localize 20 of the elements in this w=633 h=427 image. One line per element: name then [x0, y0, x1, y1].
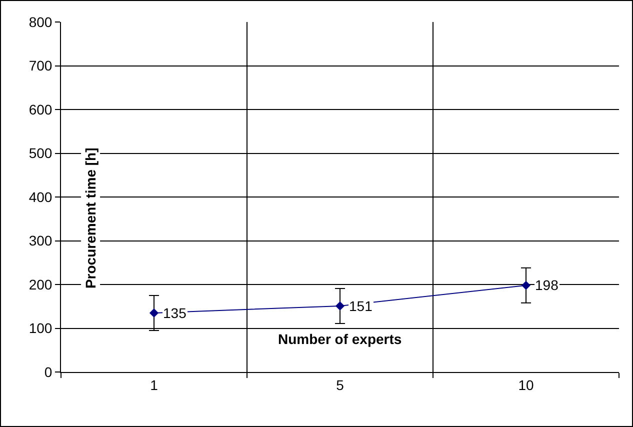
x-tick-label: 5 [336, 376, 344, 393]
y-tick-label: 300 [28, 232, 52, 249]
y-tick-label: 0 [44, 364, 52, 380]
y-tick-label: 700 [28, 58, 52, 74]
data-label: 151 [349, 298, 373, 314]
data-label: 135 [163, 305, 187, 321]
point [149, 308, 159, 318]
point [335, 301, 345, 310]
y-tick-label: 800 [28, 14, 52, 30]
data-label: 198 [535, 277, 559, 293]
x-tick-label: 10 [518, 376, 534, 393]
point [521, 280, 531, 290]
y-tick-label: 100 [28, 320, 52, 336]
y-axis-title: Procurement time [h] [82, 148, 99, 289]
x-tick-label: 1 [150, 376, 158, 393]
x-axis-title: Number of experts [278, 331, 402, 347]
y-tick-label: 600 [28, 101, 52, 118]
y-tick-label: 500 [28, 145, 52, 162]
y-tick-label: 200 [28, 276, 52, 292]
y-tick-label: 400 [28, 188, 52, 205]
